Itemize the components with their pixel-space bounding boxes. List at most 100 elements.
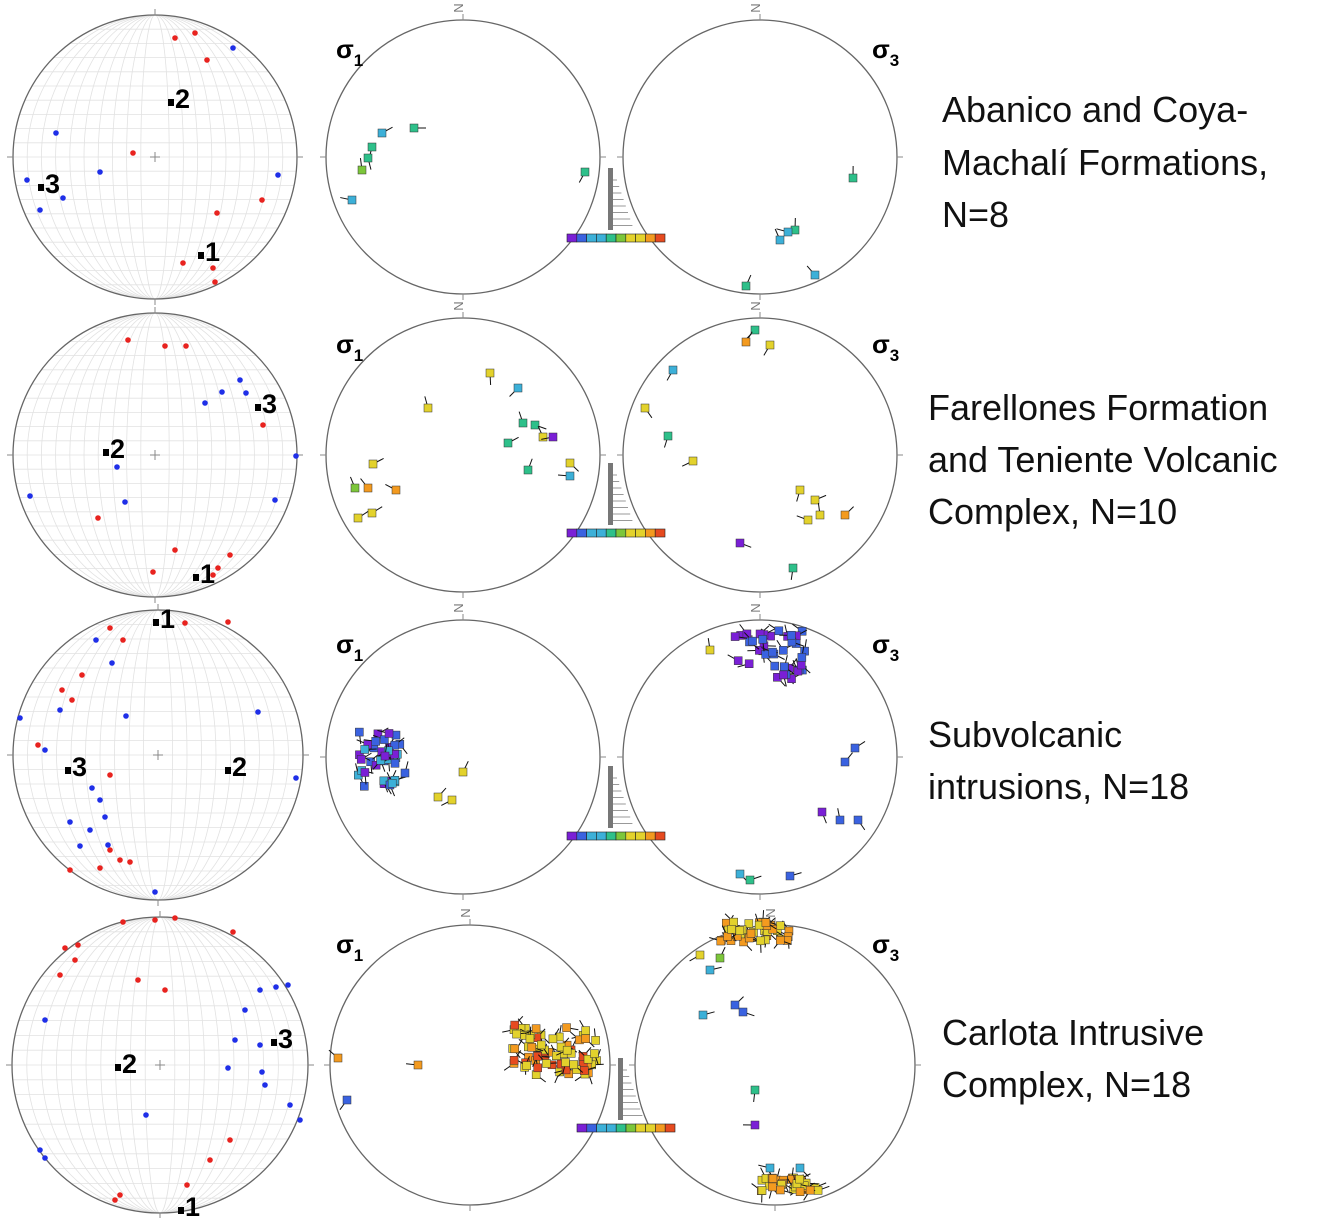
colorbar-cell (576, 233, 587, 243)
pole-dot-red (260, 422, 266, 428)
colorbar-cell (654, 528, 666, 538)
pole-dot-blue (293, 453, 299, 459)
axis-label: 1 (160, 604, 175, 634)
colorbar-cell (664, 1123, 676, 1133)
stress-marker (850, 743, 860, 753)
pole-dot-red (192, 30, 198, 36)
pole-dot-red (97, 865, 103, 871)
pole-dot-blue (257, 1042, 263, 1048)
colorbar-cell (645, 233, 656, 243)
stress-marker (735, 538, 745, 548)
stress-marker (746, 929, 756, 938)
colorbar-cell (586, 1123, 597, 1133)
stress-marker (363, 483, 373, 493)
sigma-subscript: 3 (890, 51, 899, 70)
stress-marker (363, 153, 373, 163)
colorbar-cell (635, 528, 646, 538)
group-description: Subvolcanic (928, 714, 1122, 755)
stress-marker (513, 383, 523, 393)
pole-dot-blue (255, 709, 261, 715)
sigma-subscript: 3 (890, 946, 899, 965)
pole-dot-red (214, 210, 220, 216)
stress-marker (367, 142, 377, 152)
stress-marker (735, 926, 745, 935)
pole-dot-red (72, 957, 78, 963)
stress-marker (531, 1024, 541, 1033)
axis-marker (168, 99, 174, 106)
colorbar-cell (586, 831, 597, 841)
pole-dot-red (107, 772, 113, 778)
stress-marker (779, 662, 789, 671)
stress-marker (360, 768, 370, 777)
pole-dot-blue (42, 1017, 48, 1023)
group-description: and Teniente Volcanic (928, 439, 1278, 480)
colorbar-cell (635, 831, 646, 841)
sigma-label: σ1 (336, 34, 363, 70)
group-description: N=8 (942, 194, 1009, 235)
stress-marker (761, 918, 771, 927)
stereonet-outline (325, 317, 601, 593)
stress-marker (565, 471, 575, 481)
pole-dot-red (207, 1157, 213, 1163)
stress-marker (744, 919, 754, 928)
axis-marker (271, 1039, 277, 1046)
pole-dot-blue (37, 1147, 43, 1153)
stress-marker (384, 729, 394, 738)
colorbar-cell (615, 831, 627, 841)
stereonet-outline (634, 924, 916, 1206)
stress-marker (745, 875, 755, 885)
stress-marker (779, 670, 788, 680)
group-description: Machalí Formations, (942, 142, 1268, 183)
pole-dot-blue (24, 177, 30, 183)
axis-label: 3 (45, 169, 60, 199)
colorbar-cell (605, 831, 617, 841)
pole-dot-blue (202, 400, 208, 406)
stress-marker (723, 932, 732, 941)
pole-dot-blue (122, 499, 128, 505)
colorbar-cell (625, 831, 636, 841)
colorbar-cell (576, 831, 587, 841)
pole-dot-blue (97, 169, 103, 175)
north-label: N (451, 301, 466, 310)
north-label: N (748, 603, 763, 612)
pole-dot-red (62, 945, 68, 951)
stress-marker (756, 936, 765, 946)
pole-dot-blue (230, 45, 236, 51)
sigma-symbol: σ (872, 629, 890, 659)
pole-dot-blue (285, 982, 291, 988)
stress-marker (569, 1060, 578, 1069)
stress-marker (817, 807, 827, 817)
stress-marker (668, 365, 678, 375)
stress-marker (795, 1187, 805, 1196)
stress-marker (350, 483, 360, 493)
pole-dot-red (69, 697, 75, 703)
stress-marker (380, 735, 389, 744)
colorbar-cell (605, 528, 617, 538)
axis-label: 3 (72, 752, 87, 782)
pole-dot-blue (272, 497, 278, 503)
pole-dot-red (127, 859, 133, 865)
pole-dot-red (259, 197, 265, 203)
stress-marker (360, 745, 369, 754)
pole-dot-red (112, 1197, 118, 1203)
stress-marker (509, 1056, 519, 1065)
sigma-label: σ3 (872, 329, 899, 365)
stress-marker (729, 917, 738, 927)
stress-marker (581, 1034, 590, 1043)
stress-marker (774, 626, 784, 636)
stress-marker (485, 368, 495, 378)
stress-marker (853, 815, 863, 825)
sigma-symbol: σ (872, 329, 890, 359)
colorbar-cell (645, 528, 656, 538)
group-description: Complex, N=10 (928, 491, 1177, 532)
colorbar-cell (615, 528, 627, 538)
stress-marker (705, 965, 715, 975)
stress-marker (783, 227, 793, 237)
colorbar-cell (596, 1123, 607, 1133)
stress-marker (342, 1095, 352, 1105)
stress-marker (716, 936, 726, 946)
stress-marker (795, 1163, 805, 1173)
stress-marker (522, 1061, 531, 1070)
stress-marker (730, 632, 740, 641)
stress-marker (735, 869, 745, 879)
